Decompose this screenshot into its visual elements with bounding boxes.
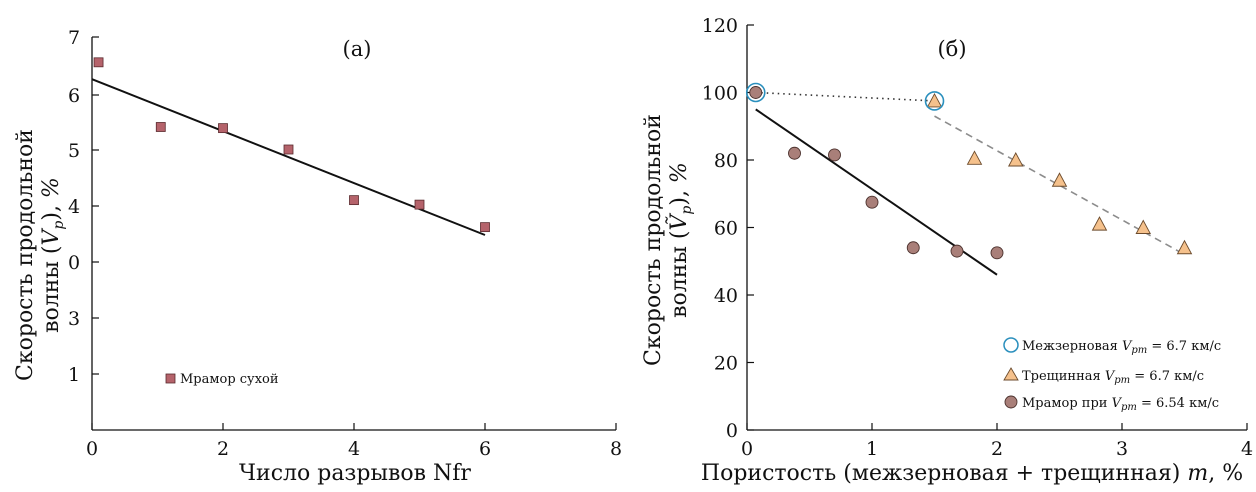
panel-a-data-point (93, 57, 104, 68)
panel-b-y-axis-label: Скорость продольной волны (Ṽp), % (641, 114, 695, 366)
panel-a-y-label-line2: волны (Vp), % (39, 177, 67, 333)
panel-b-x-tick-label: 4 (1241, 438, 1253, 460)
panel-a-label: (а) (343, 37, 372, 61)
panel-b-x-tick-label: 1 (866, 438, 878, 460)
panel-a-data-point (155, 122, 166, 132)
panel-a-legend-marker (165, 373, 176, 384)
panel-b-label: (б) (937, 37, 966, 61)
panel-a-data-point (414, 199, 425, 210)
panel-a-y-label-line1: Скорость продольной (13, 129, 38, 381)
panel-a: Скорость продольной волны (Vp), % 0 2 4 6 8 1… (13, 27, 622, 486)
fracture-data-point (1135, 219, 1152, 234)
marble-data-point (990, 246, 1004, 260)
panel-a-x-tick-label: 8 (610, 438, 622, 460)
panel-b-y-tick-label: 120 (702, 15, 738, 37)
panel-b-y-tick-label: 20 (714, 353, 738, 375)
panel-a-data-point (349, 195, 359, 206)
legend-label-intergranular: Межзерновая Vpm = 6.7 км/с (1022, 339, 1221, 356)
intergranular-data-point (745, 82, 766, 103)
legend-label-fracture: Трещинная Vpm = 6.7 км/с (1022, 369, 1204, 386)
panel-a-y-axis-label: Скорость продольной волны (Vp), % (13, 129, 67, 381)
panel-a-x-tick-label: 0 (86, 438, 98, 460)
legend-marker-fracture (1003, 367, 1019, 381)
panel-a-legend-label: Мрамор сухой (180, 372, 279, 387)
legend-marker-marble (1004, 395, 1018, 409)
panel-a-x-label: Число разрывов Nfr (239, 461, 471, 486)
panel-b-y-tick-label: 100 (702, 83, 738, 105)
marble-data-point (828, 148, 841, 162)
panel-b-y-label-line2: волны (Ṽp), % (664, 162, 695, 318)
panel-a-y-tick-label: 1 (68, 364, 80, 386)
fracture-data-point (926, 92, 943, 108)
panel-b-line-dotted (755, 91, 935, 102)
panel-a-data-point (218, 123, 228, 134)
panel-b-x-tick-label: 3 (1116, 438, 1128, 460)
panel-a-data-point (283, 144, 294, 155)
panel-b-x-tick-label: 0 (741, 438, 753, 460)
fracture-data-point (1091, 216, 1108, 231)
fracture-data-point (1007, 152, 1024, 167)
fracture-data-point (1176, 239, 1193, 255)
panel-b-legend: Межзерновая Vpm = 6.7 км/с Трещинная Vpm… (1003, 337, 1221, 413)
fracture-data-point (1051, 172, 1068, 187)
fracture-data-point (966, 150, 983, 165)
panel-a-y-tick-label: 3 (68, 308, 80, 330)
marble-data-point (749, 86, 763, 99)
panel-b-x-tick-label: 2 (991, 438, 1003, 460)
panel-a-y-tick-label: 0 (68, 252, 80, 274)
intergranular-data-point (924, 91, 945, 111)
legend-label-marble: Мрамор при Vpm = 6.54 км/с (1022, 396, 1219, 413)
panel-a-data-point (480, 222, 490, 233)
panel-b-y-label-line1: Скорость продольной (641, 114, 666, 366)
marble-data-point (906, 241, 920, 255)
panel-b-y-tick-label: 0 (726, 420, 738, 442)
panel-a-y-tick-label: 4 (68, 196, 80, 218)
panel-b: Скорость продольной волны (Ṽp), % 0 1 2 3 40… (641, 15, 1253, 486)
marble-data-point (865, 195, 879, 209)
panel-b-y-tick-label: 60 (714, 218, 738, 240)
panel-a-y-tick-label: 5 (68, 140, 80, 162)
panel-a-x-tick-label: 4 (348, 438, 360, 460)
panel-b-y-tick-label: 40 (714, 285, 738, 307)
panel-a-y-tick-label: 7 (68, 27, 80, 49)
marble-data-point (788, 146, 801, 160)
panel-a-legend: Мрамор сухой (165, 372, 279, 387)
panel-a-x-tick-label: 6 (479, 438, 491, 460)
panel-a-y-tick-label: 6 (68, 85, 80, 107)
panel-b-x-label: Пористость (межзерновая + трещинная) m, … (701, 461, 1243, 486)
marble-data-point (950, 244, 964, 258)
panel-b-y-tick-label: 80 (714, 150, 738, 172)
panel-a-trendline (91, 78, 486, 236)
panel-a-x-tick-label: 2 (217, 438, 229, 460)
legend-marker-intergranular (1003, 337, 1019, 353)
